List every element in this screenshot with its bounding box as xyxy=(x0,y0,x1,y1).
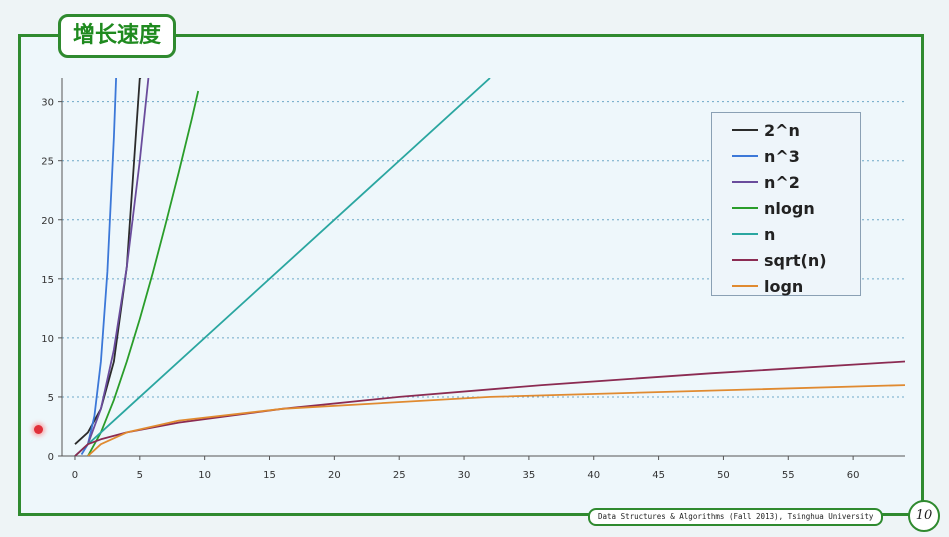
legend-swatch xyxy=(732,233,758,235)
series-line-nlogn xyxy=(87,90,200,456)
x-tick-label: 5 xyxy=(137,470,143,481)
legend-label: n xyxy=(764,224,776,244)
x-tick-label: 0 xyxy=(72,470,78,481)
x-tick-label: 45 xyxy=(652,470,665,481)
legend-label: sqrt(n) xyxy=(764,250,827,270)
legend: 2^n n^3 n^2 nlogn n sqrt(n) logn xyxy=(711,112,861,296)
y-tick-label: 10 xyxy=(41,334,54,345)
legend-swatch xyxy=(732,207,758,209)
series-line-n^3 xyxy=(80,78,117,455)
legend-item: 2^n xyxy=(732,117,860,143)
legend-item: n^2 xyxy=(732,169,860,195)
legend-swatch xyxy=(732,129,758,131)
y-tick-label: 20 xyxy=(41,216,54,227)
legend-label: n^2 xyxy=(764,172,800,192)
slide-title: 增长速度 xyxy=(58,14,177,58)
y-tick-label: 15 xyxy=(41,275,54,286)
legend-label: nlogn xyxy=(764,198,815,218)
series-line-sqrt(n) xyxy=(74,360,905,456)
series-line-n xyxy=(74,78,491,456)
series-line-n^2 xyxy=(87,78,150,445)
legend-swatch xyxy=(732,259,758,261)
x-tick-label: 60 xyxy=(847,470,860,481)
series-line-2^n xyxy=(74,78,142,445)
pointer-cursor xyxy=(34,425,43,434)
x-tick-label: 20 xyxy=(328,470,341,481)
tick-labels: 0 5 10 15 20 25 30 0 5 10 15 20 25 30 35 40 45 50 55 60 xyxy=(41,98,859,481)
legend-item: logn xyxy=(732,273,860,299)
y-tick-label: 0 xyxy=(48,452,54,463)
x-tick-label: 25 xyxy=(393,470,406,481)
y-tick-label: 5 xyxy=(48,393,54,404)
legend-label: n^3 xyxy=(764,146,800,166)
legend-item: nlogn xyxy=(732,195,860,221)
axes xyxy=(58,78,905,460)
page-number: 10 xyxy=(908,500,940,532)
x-tick-label: 40 xyxy=(587,470,600,481)
y-tick-label: 30 xyxy=(41,98,54,109)
x-tick-label: 50 xyxy=(717,470,730,481)
x-tick-label: 55 xyxy=(782,470,795,481)
x-tick-label: 10 xyxy=(198,470,211,481)
legend-swatch xyxy=(732,285,758,287)
y-tick-label: 25 xyxy=(41,157,54,168)
x-tick-label: 30 xyxy=(458,470,471,481)
legend-swatch xyxy=(732,155,758,157)
legend-item: n xyxy=(732,221,860,247)
footer-caption: Data Structures & Algorithms (Fall 2013)… xyxy=(588,508,884,526)
legend-label: 2^n xyxy=(764,120,800,140)
legend-label: logn xyxy=(764,276,804,296)
legend-item: n^3 xyxy=(732,143,860,169)
series-line-logn xyxy=(87,384,905,456)
x-tick-label: 35 xyxy=(523,470,536,481)
legend-item: sqrt(n) xyxy=(732,247,860,273)
legend-swatch xyxy=(732,181,758,183)
x-tick-label: 15 xyxy=(263,470,276,481)
series-lines xyxy=(74,78,905,456)
